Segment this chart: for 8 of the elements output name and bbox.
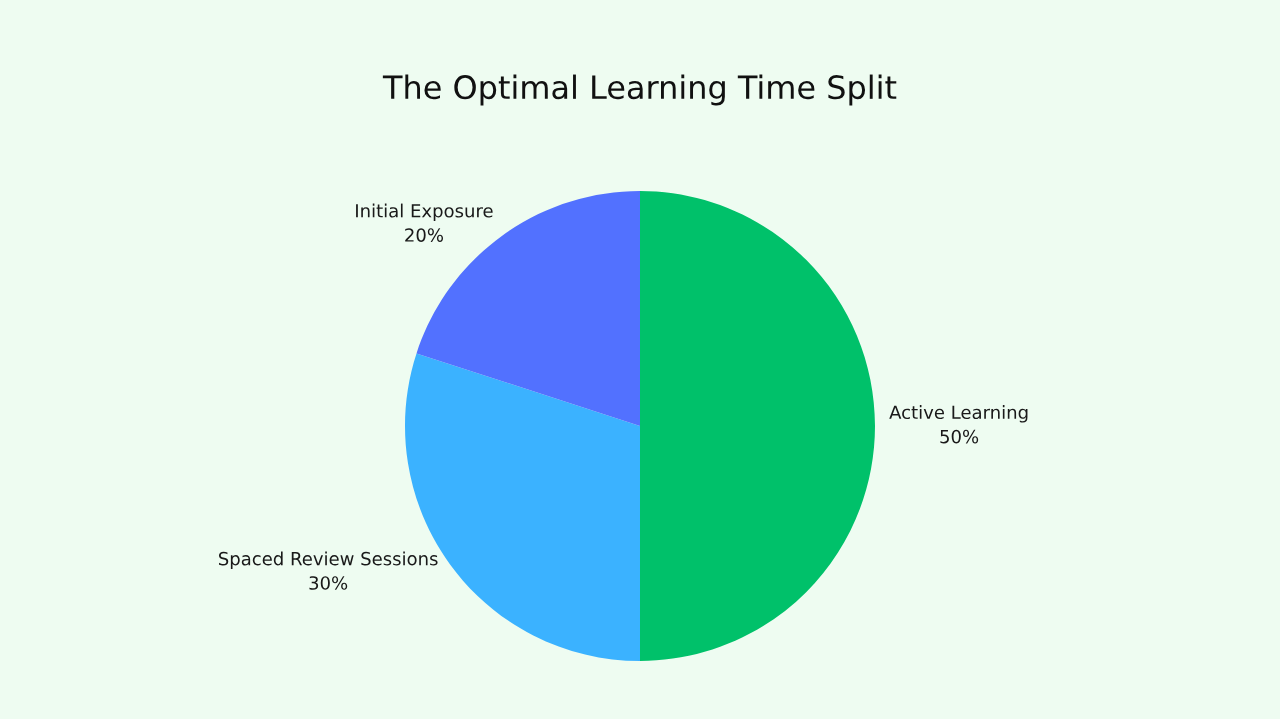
data-label: 50% bbox=[940, 429, 979, 444]
slice-label: Initial Exposure bbox=[356, 203, 493, 222]
slice-label: Spaced Review Sessions bbox=[218, 551, 438, 569]
slice-label: Active Learning bbox=[889, 405, 1028, 423]
data-label: 20% bbox=[405, 228, 444, 242]
data-label: 30% bbox=[309, 576, 348, 590]
chart-title: The Optimal Learning Time Split bbox=[382, 74, 897, 106]
pie-slice bbox=[640, 191, 875, 661]
